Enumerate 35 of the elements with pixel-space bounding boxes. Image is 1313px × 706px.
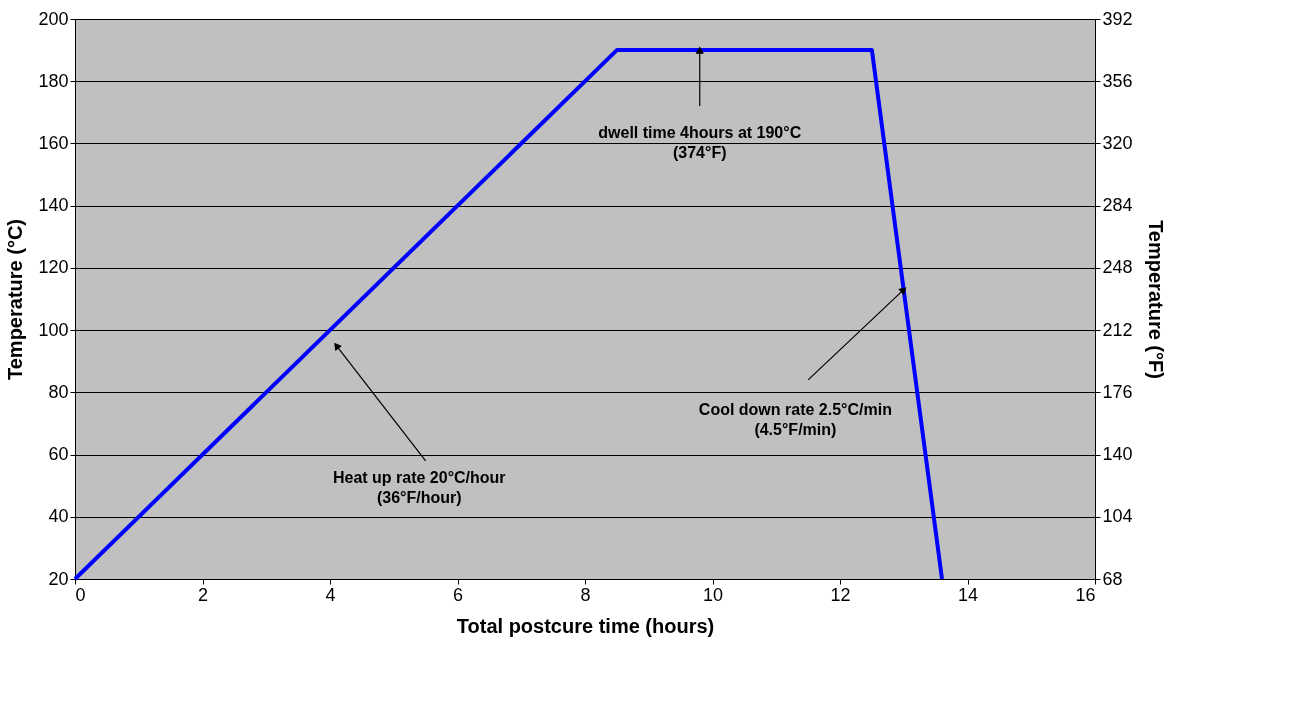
y2-axis-title: Temperature (°F) bbox=[1144, 220, 1167, 379]
y2-tick-label: 320 bbox=[1102, 132, 1133, 153]
annotation: Cool down rate 2.5°C/min (4.5°F/min) bbox=[698, 400, 892, 438]
y2-tick-label: 356 bbox=[1102, 70, 1133, 91]
y-tick-label: 100 bbox=[38, 319, 69, 340]
y2-tick-label: 68 bbox=[1102, 568, 1123, 589]
x-tick-label: 4 bbox=[325, 584, 336, 605]
x-tick-label: 12 bbox=[830, 584, 851, 605]
annotation: Heat up rate 20°C/hour (36°F/hour) bbox=[332, 469, 506, 507]
y-tick-label: 200 bbox=[38, 8, 69, 29]
y-tick-label: 20 bbox=[48, 568, 69, 589]
y2-tick-label: 176 bbox=[1102, 381, 1133, 402]
y-tick-label: 140 bbox=[38, 195, 69, 216]
x-tick-label: 8 bbox=[580, 584, 591, 605]
y-tick-label: 60 bbox=[48, 444, 69, 465]
y2-tick-label: 284 bbox=[1102, 195, 1133, 216]
y-tick-label: 180 bbox=[38, 70, 69, 91]
y2-tick-label: 104 bbox=[1102, 506, 1133, 527]
x-tick-label: 2 bbox=[197, 584, 209, 605]
x-tick-label: 14 bbox=[957, 584, 979, 605]
y2-tick-label: 140 bbox=[1102, 444, 1133, 465]
y-axis-title: Temperature (°C) bbox=[4, 219, 27, 380]
y-tick-label: 120 bbox=[38, 257, 69, 278]
x-axis-title: Total postcure time (hours) bbox=[456, 614, 715, 637]
y-tick-label: 160 bbox=[38, 132, 69, 153]
y2-tick-label: 392 bbox=[1102, 8, 1133, 29]
x-tick-label: 16 bbox=[1075, 584, 1096, 605]
y2-tick-label: 248 bbox=[1102, 257, 1133, 278]
y-tick-label: 80 bbox=[48, 381, 69, 402]
x-tick-label: 0 bbox=[75, 584, 86, 605]
annotation: dwell time 4hours at 190°C (374°F) bbox=[598, 123, 802, 161]
y-tick-label: 40 bbox=[48, 506, 69, 527]
y2-tick-label: 212 bbox=[1102, 319, 1133, 340]
x-tick-label: 10 bbox=[702, 584, 724, 605]
x-tick-label: 6 bbox=[452, 584, 464, 605]
